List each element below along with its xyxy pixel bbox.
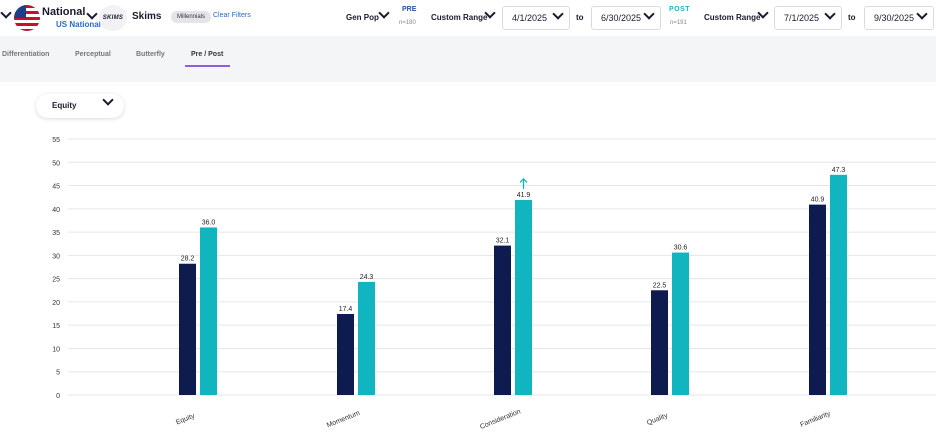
region-subtitle[interactable]: US National bbox=[56, 20, 101, 29]
y-tick-label: 40 bbox=[52, 207, 60, 214]
y-tick-label: 20 bbox=[52, 300, 60, 307]
post-end-date-picker[interactable]: 9/30/2025 bbox=[864, 6, 934, 30]
post-bar bbox=[200, 227, 217, 395]
post-value-label: 41.9 bbox=[517, 192, 531, 199]
tab-pre-post[interactable]: Pre / Post bbox=[191, 51, 224, 58]
post-value-label: 30.6 bbox=[674, 245, 688, 252]
pre-value-label: 40.9 bbox=[811, 197, 825, 204]
pre-to-label: to bbox=[576, 13, 584, 22]
pre-label: PRE bbox=[402, 6, 417, 13]
post-end-date-value: 9/30/2025 bbox=[874, 13, 915, 23]
y-tick-label: 50 bbox=[52, 160, 60, 167]
tab-differentiation[interactable]: Differentiation bbox=[2, 51, 50, 58]
post-sample-size: n=191 bbox=[670, 20, 687, 26]
x-category-label: Momentum bbox=[326, 410, 361, 430]
pre-bar bbox=[651, 290, 668, 395]
post-to-label: to bbox=[848, 13, 856, 22]
chevron-down-icon bbox=[102, 94, 114, 106]
y-tick-label: 5 bbox=[56, 370, 60, 377]
y-tick-label: 35 bbox=[52, 230, 60, 237]
top-filter-bar: National US National SKIMS Skims Millenn… bbox=[0, 0, 936, 36]
x-category-label: Consideration bbox=[479, 408, 522, 431]
region-chevron-down-icon[interactable] bbox=[86, 8, 98, 20]
brand-name: Skims bbox=[132, 11, 162, 22]
post-value-label: 47.3 bbox=[832, 167, 846, 174]
x-category-label: Equity bbox=[175, 413, 196, 427]
pre-sample-size: n=180 bbox=[399, 20, 416, 26]
us-flag-icon bbox=[14, 5, 40, 31]
significance-arrow-up-icon bbox=[519, 178, 528, 189]
clear-filters-link[interactable]: Clear Filters bbox=[213, 12, 251, 19]
post-start-date-value: 7/1/2025 bbox=[784, 13, 820, 23]
post-label: POST bbox=[669, 6, 691, 13]
pre-value-label: 32.1 bbox=[496, 238, 510, 245]
region-title[interactable]: National bbox=[42, 6, 86, 18]
audience-dropdown[interactable]: Gen Pop bbox=[346, 13, 379, 22]
chevron-down-icon bbox=[824, 8, 836, 20]
pre-value-label: 17.4 bbox=[339, 306, 353, 313]
post-bar bbox=[515, 199, 532, 395]
pre-value-label: 22.5 bbox=[653, 282, 667, 289]
pre-range-type-dropdown[interactable]: Custom Range bbox=[431, 13, 488, 22]
active-tab-indicator bbox=[185, 65, 230, 67]
x-category-label: Familiarity bbox=[799, 410, 832, 429]
y-tick-label: 30 bbox=[52, 253, 60, 260]
post-bar bbox=[358, 281, 375, 395]
pre-bar bbox=[494, 245, 511, 395]
metric-dropdown[interactable]: Equity bbox=[36, 94, 124, 118]
y-tick-label: 15 bbox=[52, 323, 60, 330]
chevron-down-icon bbox=[643, 8, 655, 20]
tab-butterfly[interactable]: Butterfly bbox=[136, 51, 165, 58]
audience-chevron-down-icon[interactable] bbox=[378, 7, 390, 19]
y-tick-label: 45 bbox=[52, 184, 60, 191]
post-range-type-dropdown[interactable]: Custom Range bbox=[704, 13, 761, 22]
view-tabs: Differentiation Perceptual Butterfly Pre… bbox=[0, 36, 936, 82]
x-category-label: Quality bbox=[646, 412, 669, 427]
chevron-down-icon bbox=[916, 8, 928, 20]
post-value-label: 36.0 bbox=[202, 219, 216, 226]
chevron-down-icon bbox=[552, 8, 564, 20]
pre-end-date-picker[interactable]: 6/30/2025 bbox=[591, 6, 661, 30]
filter-pill[interactable]: Millennials bbox=[171, 11, 212, 23]
pre-post-bar-chart: 0 5 10 15 20 25 30 35 40 45 50 55 28.2 36.0 Equity 17.4… bbox=[52, 137, 936, 431]
y-tick-label: 25 bbox=[52, 277, 60, 284]
pre-bar bbox=[809, 204, 826, 395]
y-tick-label: 0 bbox=[56, 393, 60, 400]
y-tick-label: 55 bbox=[52, 137, 60, 144]
pre-bar bbox=[337, 314, 354, 395]
pre-bar bbox=[179, 263, 196, 395]
post-value-label: 24.3 bbox=[360, 274, 374, 281]
brand-logo: SKIMS bbox=[99, 5, 127, 31]
metric-dropdown-value: Equity bbox=[52, 101, 77, 110]
post-bar bbox=[672, 252, 689, 395]
tab-perceptual[interactable]: Perceptual bbox=[75, 51, 111, 58]
pre-start-date-value: 4/1/2025 bbox=[512, 13, 548, 23]
y-tick-label: 10 bbox=[52, 346, 60, 353]
post-bar bbox=[830, 174, 847, 395]
collapse-chevron-icon[interactable] bbox=[0, 7, 12, 19]
pre-start-date-picker[interactable]: 4/1/2025 bbox=[502, 6, 570, 30]
pre-value-label: 28.2 bbox=[181, 256, 195, 263]
post-start-date-picker[interactable]: 7/1/2025 bbox=[774, 6, 842, 30]
pre-end-date-value: 6/30/2025 bbox=[601, 13, 642, 23]
